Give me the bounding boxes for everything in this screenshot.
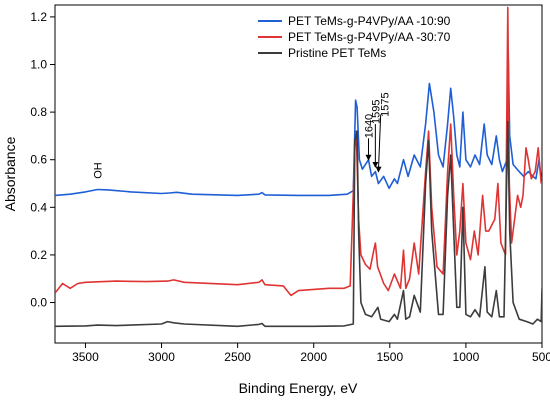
x-tick-label: 1500 [376,350,403,364]
x-tick-label: 1000 [453,350,480,364]
x-tick-label: 3500 [72,350,99,364]
y-tick-label: 0.8 [30,105,47,119]
legend: PET TeMs-g-P4VPy/AA -10:90 PET TeMs-g-P4V… [258,14,451,60]
annotation-label: 1640 [364,114,376,138]
y-tick-label: 0.2 [30,248,47,262]
annotation-label: 1595 [370,100,382,124]
x-tick-label: 500 [532,350,550,364]
annotation-arrow [375,114,382,173]
y-tick-label: 0.4 [30,200,47,214]
x-axis-title: Binding Energy, eV [239,380,358,396]
y-tick-label: 0.0 [30,296,47,310]
y-axis-title: Absorbance [2,136,18,211]
series-line-2 [55,6,542,297]
x-tick-label: 2500 [224,350,251,364]
series-line-1 [55,49,542,197]
y-tick-label: 1.0 [30,58,47,72]
y-tick-label: 0.6 [30,153,47,167]
legend-label: PET TeMs-g-P4VPy/AA -30:70 [288,30,451,44]
x-tick-label: 3000 [148,350,175,364]
annotation-label: 1575 [379,92,391,116]
series-line-3 [55,120,542,328]
axis-ticks: 3500 3000 2500 2000 1500 1000 500 0.0 0.2 0.4 0.6 0… [30,10,550,364]
x-tick-label: 2000 [300,350,327,364]
plot-frame [54,4,543,344]
series-layer [55,6,542,328]
annotation-label: OH [93,162,105,179]
legend-label: Pristine PET TeMs [288,46,386,60]
y-tick-label: 1.2 [30,10,47,24]
legend-label: PET TeMs-g-P4VPy/AA -10:90 [288,14,451,28]
